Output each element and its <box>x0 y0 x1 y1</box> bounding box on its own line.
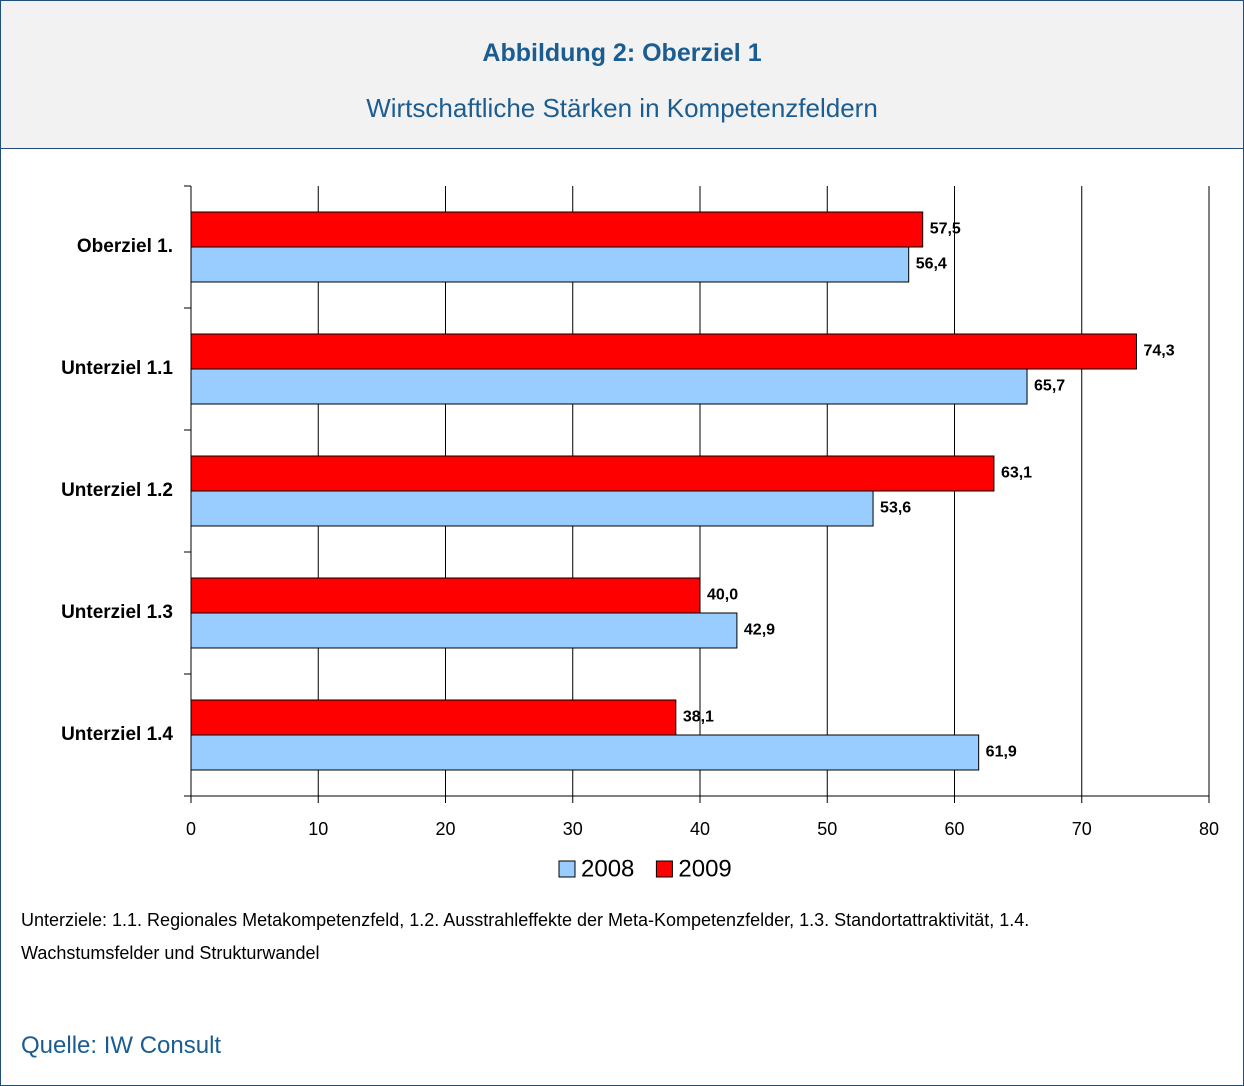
source: Quelle: IW Consult <box>21 1032 222 1059</box>
x-tick-label: 10 <box>308 819 328 839</box>
data-label: 61,9 <box>986 744 1017 761</box>
chart: 0 10 20 30 40 50 60 70 80 Oberziel 1. 56,4 57,5 Unte… <box>61 185 1219 882</box>
bar <box>190 333 1137 370</box>
data-label: 38,1 <box>683 709 714 726</box>
y-tick-label: Unterziel 1.4 <box>61 724 173 745</box>
data-label: 56,4 <box>916 256 947 273</box>
x-tick-label: 40 <box>690 819 710 839</box>
bar <box>190 577 701 614</box>
chart-subtitle: Wirtschaftliche Stärken in Kompetenzfeld… <box>366 93 878 123</box>
bar <box>190 490 874 527</box>
data-label: 65,7 <box>1034 378 1065 395</box>
x-tick-label: 70 <box>1072 819 1092 839</box>
data-label: 63,1 <box>1001 465 1032 482</box>
bar <box>190 246 910 283</box>
x-tick-label: 50 <box>817 819 837 839</box>
bar <box>190 455 995 492</box>
y-tick-label: Unterziel 1.3 <box>61 602 173 623</box>
y-tick-label: Oberziel 1. <box>77 236 173 257</box>
x-tick-label: 30 <box>563 819 583 839</box>
x-tick-label: 20 <box>435 819 455 839</box>
data-label: 53,6 <box>880 500 911 517</box>
bar <box>190 368 1028 405</box>
bar <box>190 211 924 248</box>
bar <box>190 612 738 649</box>
data-label: 42,9 <box>744 622 775 639</box>
x-tick-label: 80 <box>1199 819 1219 839</box>
legend-label: 2009 <box>678 855 731 882</box>
legend-swatch <box>655 860 673 878</box>
y-tick-label: Unterziel 1.1 <box>61 358 173 379</box>
footnote: Unterziele: 1.1. Regionales Metakompeten… <box>21 910 1030 963</box>
header: Abbildung 2: Oberziel 1 Wirtschaftliche … <box>1 1 1243 149</box>
data-label: 74,3 <box>1143 343 1174 360</box>
bar <box>190 734 980 771</box>
data-label: 57,5 <box>930 221 961 238</box>
legend-swatch <box>558 860 576 878</box>
y-tick-label: Unterziel 1.2 <box>61 480 173 501</box>
legend-label: 2008 <box>581 855 634 882</box>
x-tick-label: 60 <box>944 819 964 839</box>
data-label: 40,0 <box>707 587 738 604</box>
bar <box>190 699 677 736</box>
chart-title: Abbildung 2: Oberziel 1 <box>482 39 762 67</box>
x-tick-label: 0 <box>186 819 196 839</box>
